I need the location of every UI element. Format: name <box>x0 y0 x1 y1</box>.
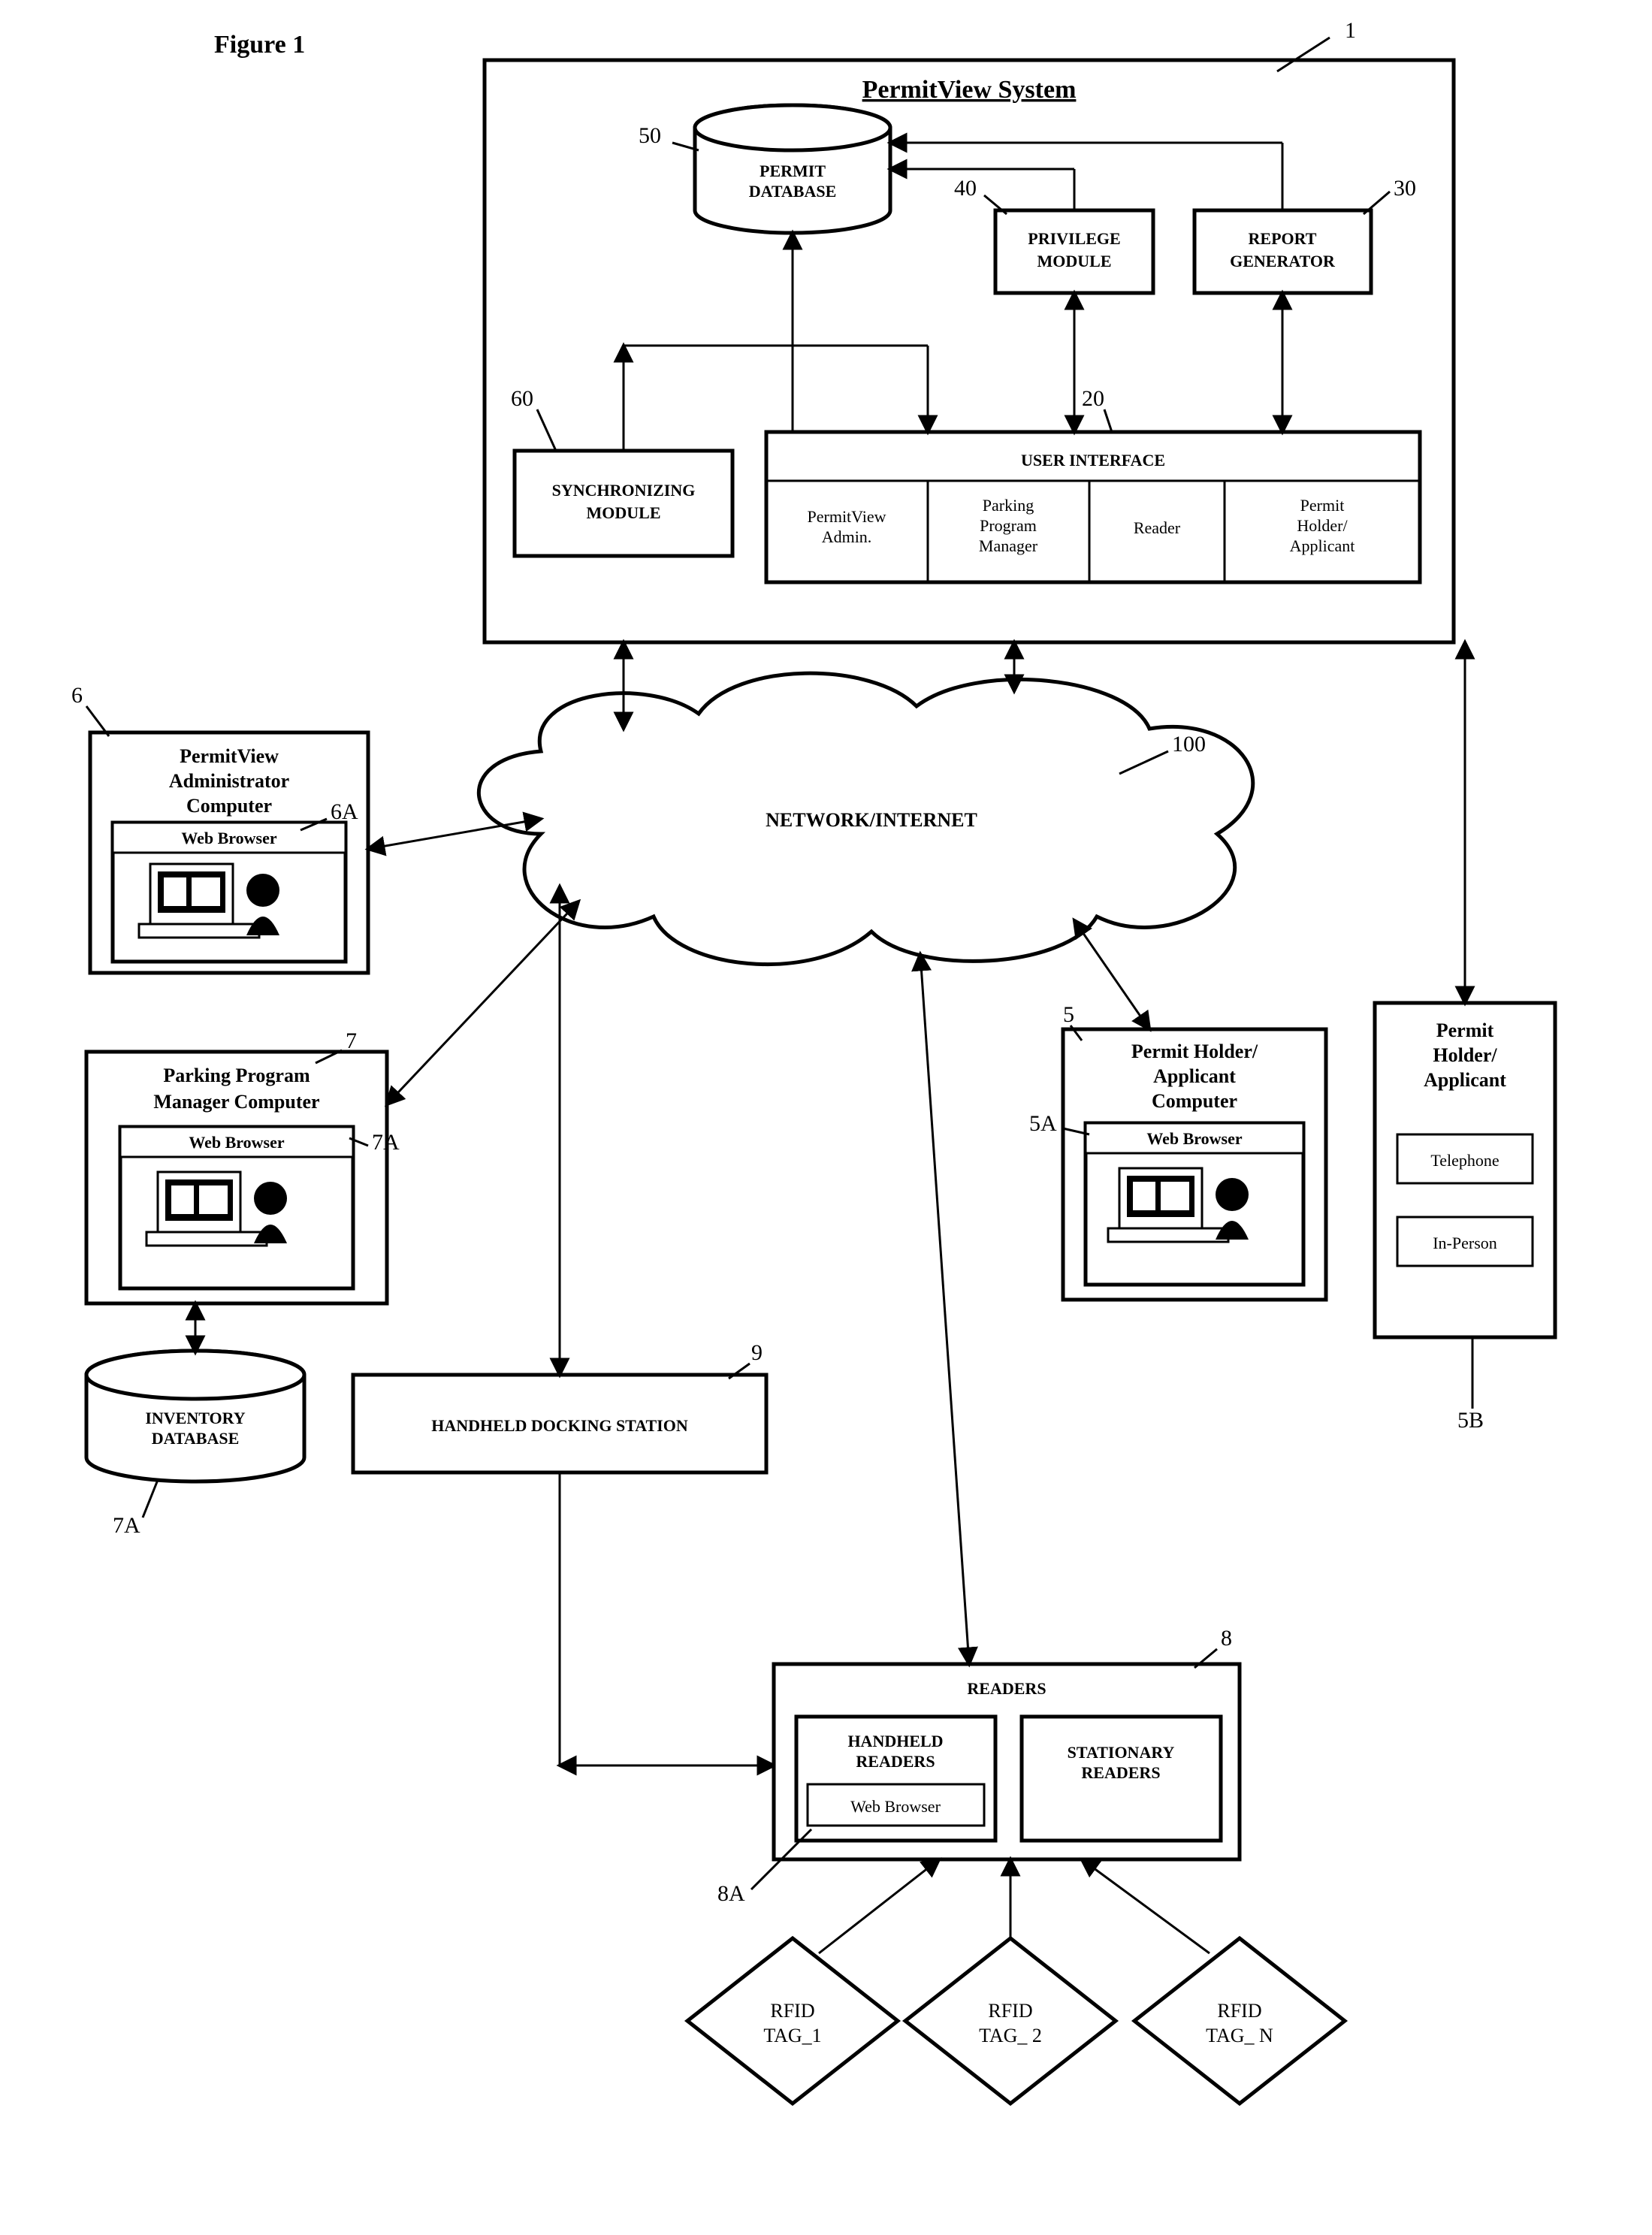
synchronizing-module: SYNCHRONIZING MODULE 60 <box>511 386 732 556</box>
ref-60: 60 <box>511 386 533 411</box>
readers: READERS HANDHELD READERS Web Browser STA… <box>717 1626 1240 1906</box>
svg-text:SYNCHRONIZING: SYNCHRONIZING <box>552 481 696 500</box>
svg-text:PermitView: PermitView <box>808 507 886 526</box>
figure-label: Figure 1 <box>214 31 305 59</box>
svg-text:PermitView: PermitView <box>180 745 279 767</box>
ref-6: 6 <box>71 683 83 708</box>
svg-text:Reader: Reader <box>1134 518 1181 537</box>
ref-30: 30 <box>1394 176 1416 201</box>
svg-text:Holder/: Holder/ <box>1433 1044 1497 1066</box>
ppm-computer: Parking Program Manager Computer Web Bro… <box>86 1028 400 1303</box>
svg-text:INVENTORY: INVENTORY <box>145 1409 245 1427</box>
svg-text:Permit: Permit <box>1300 496 1345 515</box>
user-interface: USER INTERFACE PermitView Admin. Parking… <box>766 386 1420 582</box>
ref-40: 40 <box>954 176 977 201</box>
holder-alt-telephone: Telephone <box>1430 1151 1499 1170</box>
permitview-system: PermitView System 1 PERMIT DATABASE 50 P… <box>485 18 1454 642</box>
holder-browser-label: Web Browser <box>1146 1129 1243 1148</box>
user-computer-icon <box>139 864 279 938</box>
ref-8a: 8A <box>717 1881 745 1906</box>
ref-9: 9 <box>751 1340 763 1365</box>
svg-text:Administrator: Administrator <box>169 770 289 792</box>
svg-text:RFID: RFID <box>1217 2000 1261 2022</box>
diagram-canvas: Figure 1 PermitView System 1 PERMIT DATA… <box>0 0 1652 2235</box>
rfid-tag-n: RFID TAG_ N <box>1134 1938 1345 2104</box>
admin-browser-label: Web Browser <box>181 829 277 847</box>
rfid-tag-1: RFID TAG_1 <box>687 1938 898 2104</box>
ref-7a-db: 7A <box>113 1513 140 1538</box>
svg-text:Computer: Computer <box>186 795 272 817</box>
docking-label: HANDHELD DOCKING STATION <box>431 1416 688 1435</box>
inventory-database: INVENTORY DATABASE 7A <box>86 1351 304 1538</box>
svg-text:PERMIT: PERMIT <box>760 162 826 180</box>
user-computer-icon <box>1108 1168 1249 1242</box>
svg-text:Parking Program: Parking Program <box>163 1065 310 1086</box>
ref-50: 50 <box>639 123 661 148</box>
svg-text:Parking: Parking <box>983 496 1034 515</box>
svg-text:Permit: Permit <box>1436 1019 1494 1041</box>
system-title: PermitView System <box>862 76 1077 104</box>
svg-text:HANDHELD: HANDHELD <box>847 1732 943 1750</box>
svg-text:TAG_ N: TAG_ N <box>1206 2025 1273 2046</box>
svg-text:DATABASE: DATABASE <box>749 182 837 201</box>
admin-computer: PermitView Administrator Computer Web Br… <box>71 683 368 973</box>
user-computer-icon <box>146 1172 287 1246</box>
svg-text:Admin.: Admin. <box>822 527 872 546</box>
svg-text:Manager: Manager <box>979 536 1038 555</box>
ref-6a: 6A <box>331 799 358 824</box>
svg-text:Applicant: Applicant <box>1290 536 1355 555</box>
ref-7a: 7A <box>372 1130 400 1155</box>
ref-100: 100 <box>1172 732 1206 757</box>
svg-text:Applicant: Applicant <box>1424 1069 1506 1091</box>
ref-1: 1 <box>1345 18 1356 43</box>
svg-text:DATABASE: DATABASE <box>152 1429 240 1448</box>
report-generator: REPORT GENERATOR 30 <box>1194 176 1416 293</box>
svg-text:TAG_1: TAG_1 <box>763 2025 821 2046</box>
svg-text:RFID: RFID <box>770 2000 814 2022</box>
rfid-tag-2: RFID TAG_ 2 <box>905 1938 1116 2104</box>
ppm-browser-label: Web Browser <box>189 1133 285 1152</box>
ref-5a: 5A <box>1029 1111 1057 1136</box>
privilege-module: PRIVILEGE MODULE 40 <box>954 176 1153 293</box>
svg-text:STATIONARY: STATIONARY <box>1068 1743 1175 1762</box>
ref-5: 5 <box>1063 1002 1074 1027</box>
holder-alt-inperson: In-Person <box>1433 1234 1497 1252</box>
handheld-browser-label: Web Browser <box>850 1797 941 1816</box>
svg-text:PRIVILEGE: PRIVILEGE <box>1028 229 1120 248</box>
ref-8: 8 <box>1221 1626 1232 1651</box>
svg-text:Applicant: Applicant <box>1153 1065 1236 1087</box>
ref-5b: 5B <box>1457 1408 1484 1433</box>
svg-text:Program: Program <box>980 516 1037 535</box>
svg-text:READERS: READERS <box>1081 1763 1160 1782</box>
svg-text:READERS: READERS <box>856 1752 935 1771</box>
ref-7: 7 <box>346 1028 357 1053</box>
holder-computer: Permit Holder/ Applicant Computer Web Br… <box>1029 1002 1326 1300</box>
network-label: NETWORK/INTERNET <box>766 809 977 831</box>
readers-label: READERS <box>967 1679 1046 1698</box>
ref-20: 20 <box>1082 386 1104 411</box>
svg-text:Holder/: Holder/ <box>1297 516 1348 535</box>
network-cloud: NETWORK/INTERNET 100 <box>479 673 1252 964</box>
svg-text:Manager Computer: Manager Computer <box>153 1091 319 1113</box>
svg-text:RFID: RFID <box>988 2000 1032 2022</box>
svg-text:Computer: Computer <box>1152 1090 1237 1112</box>
svg-text:TAG_ 2: TAG_ 2 <box>979 2025 1042 2046</box>
svg-text:MODULE: MODULE <box>1037 252 1112 270</box>
holder-alt: Permit Holder/ Applicant Telephone In-Pe… <box>1375 1003 1555 1433</box>
permit-database: PERMIT DATABASE 50 <box>639 105 890 233</box>
svg-text:MODULE: MODULE <box>587 503 661 522</box>
svg-text:REPORT: REPORT <box>1249 229 1317 248</box>
svg-text:Permit Holder/: Permit Holder/ <box>1131 1040 1258 1062</box>
svg-text:GENERATOR: GENERATOR <box>1230 252 1336 270</box>
user-interface-title: USER INTERFACE <box>1021 451 1165 470</box>
